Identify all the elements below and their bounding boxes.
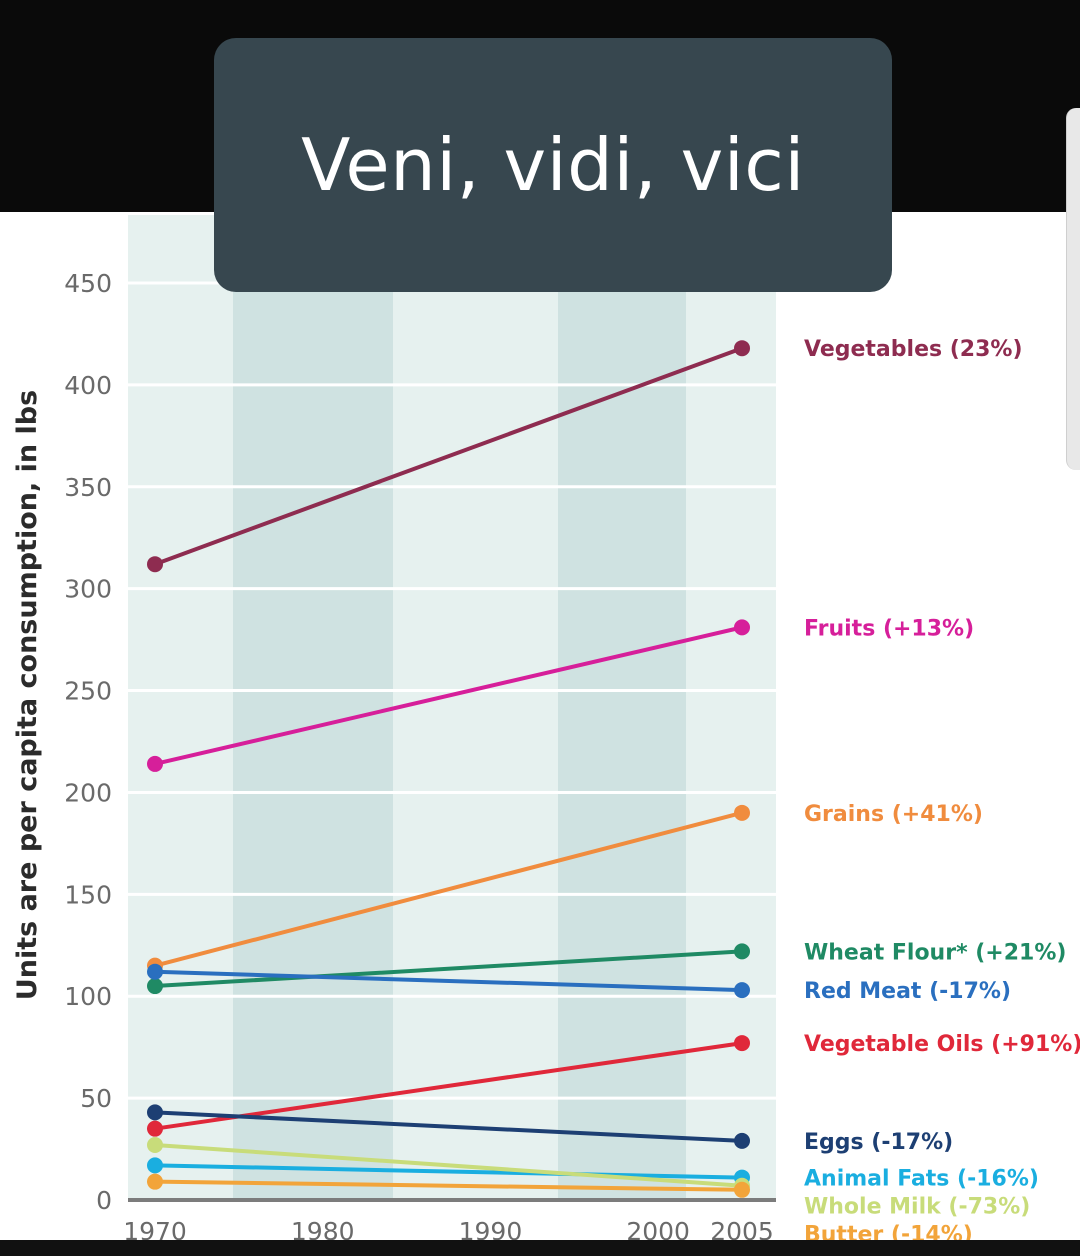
data-point (147, 755, 163, 772)
background-bands (128, 215, 776, 1200)
y-tick-label: 50 (80, 1084, 112, 1113)
series-label: Eggs (-17%) (804, 1130, 953, 1155)
series-line (153, 1163, 744, 1180)
data-point (734, 982, 750, 999)
series-line (153, 969, 744, 993)
data-point (734, 943, 750, 960)
data-point (147, 1136, 163, 1153)
y-tick-label: 450 (64, 269, 112, 298)
data-point (147, 1157, 163, 1174)
y-tick-labels: 0 50 100 150 200 250 300 350 400 450 (64, 269, 112, 1215)
data-point (734, 1181, 750, 1198)
y-tick-label: 250 (64, 677, 112, 706)
y-tick-label: 0 (96, 1186, 112, 1215)
series-line (153, 346, 744, 567)
data-point (734, 340, 750, 357)
shaded-band (558, 215, 686, 1200)
y-tick-label: 100 (64, 982, 112, 1011)
series-line (153, 625, 744, 766)
series-label: Vegetables (23%) (804, 337, 1023, 362)
side-panel-edge (1066, 108, 1080, 470)
data-point (147, 1120, 163, 1137)
series-label: Whole Milk (-73%) (804, 1195, 1030, 1220)
caption-text: Veni, vidi, vici (301, 123, 805, 207)
series-label: Red Meat (-17%) (804, 979, 1011, 1004)
caption-overlay: Veni, vidi, vici (214, 38, 892, 292)
y-tick-label: 200 (64, 778, 112, 807)
data-point (147, 1104, 163, 1121)
shaded-band (233, 215, 393, 1200)
series-line (153, 1179, 744, 1192)
data-point (147, 1173, 163, 1190)
data-point (734, 804, 750, 821)
series-labels: Vegetables (23%) Fruits (+13%) Grains (+41… (804, 337, 1080, 1247)
bottom-black-bar (0, 1240, 1080, 1256)
data-point (734, 1132, 750, 1149)
series-line (153, 1142, 744, 1188)
y-tick-label: 350 (64, 473, 112, 502)
y-axis-label: Units are per capita consumption, in lbs (12, 389, 43, 1001)
series-lines (147, 340, 750, 1198)
series-line (153, 949, 744, 989)
series-line (153, 1041, 744, 1131)
series-label: Vegetable Oils (+91%) (804, 1032, 1080, 1057)
series-label: Fruits (+13%) (804, 616, 974, 641)
data-point (147, 963, 163, 980)
series-label: Wheat Flour* (+21%) (804, 940, 1066, 965)
y-tick-label: 150 (64, 880, 112, 909)
series-line (153, 810, 744, 968)
y-tick-label: 400 (64, 371, 112, 400)
y-tick-label: 300 (64, 575, 112, 604)
series-label: Grains (+41%) (804, 802, 983, 827)
data-point (147, 556, 163, 573)
data-point (734, 619, 750, 636)
series-label: Animal Fats (-16%) (804, 1167, 1039, 1192)
data-point (147, 978, 163, 995)
data-point (734, 1035, 750, 1052)
series-line (153, 1110, 744, 1143)
